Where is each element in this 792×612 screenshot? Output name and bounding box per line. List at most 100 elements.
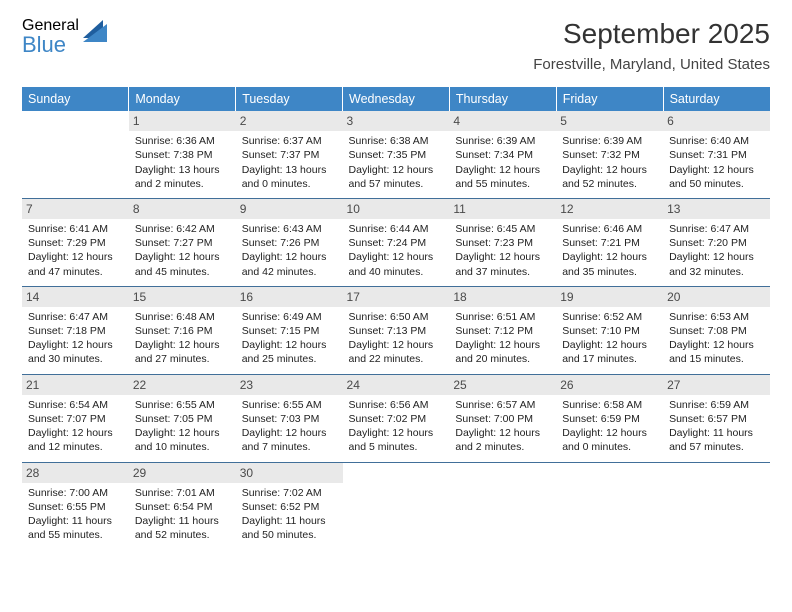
calendar-cell: . (449, 462, 556, 549)
calendar-cell: 25Sunrise: 6:57 AMSunset: 7:00 PMDayligh… (449, 374, 556, 462)
daylight-line: and 27 minutes. (135, 352, 230, 366)
calendar-cell: 9Sunrise: 6:43 AMSunset: 7:26 PMDaylight… (236, 198, 343, 286)
daylight-line: and 52 minutes. (562, 177, 657, 191)
day-number: 13 (663, 199, 770, 219)
sunset-line: Sunset: 7:32 PM (562, 148, 657, 162)
calendar-cell: 24Sunrise: 6:56 AMSunset: 7:02 PMDayligh… (343, 374, 450, 462)
calendar-cell: 1Sunrise: 6:36 AMSunset: 7:38 PMDaylight… (129, 111, 236, 198)
header-row: General Blue September 2025 Forestville,… (22, 18, 770, 73)
calendar-header-wednesday: Wednesday (343, 87, 450, 111)
day-number: 28 (22, 463, 129, 483)
sunrise-line: Sunrise: 6:55 AM (242, 398, 337, 412)
calendar-cell: 16Sunrise: 6:49 AMSunset: 7:15 PMDayligh… (236, 286, 343, 374)
sunrise-line: Sunrise: 6:59 AM (669, 398, 764, 412)
sunrise-line: Sunrise: 6:47 AM (669, 222, 764, 236)
daylight-line: and 15 minutes. (669, 352, 764, 366)
daylight-line: Daylight: 12 hours (28, 250, 123, 264)
daylight-line: Daylight: 12 hours (669, 163, 764, 177)
day-number: 6 (663, 111, 770, 131)
daylight-line: Daylight: 12 hours (669, 338, 764, 352)
calendar-cell: . (556, 462, 663, 549)
day-number: 9 (236, 199, 343, 219)
daylight-line: Daylight: 12 hours (349, 338, 444, 352)
sunrise-line: Sunrise: 6:39 AM (455, 134, 550, 148)
daylight-line: Daylight: 12 hours (562, 338, 657, 352)
daylight-line: Daylight: 12 hours (669, 250, 764, 264)
calendar-cell: 10Sunrise: 6:44 AMSunset: 7:24 PMDayligh… (343, 198, 450, 286)
day-number: 1 (129, 111, 236, 131)
day-number: 21 (22, 375, 129, 395)
calendar-cell: 7Sunrise: 6:41 AMSunset: 7:29 PMDaylight… (22, 198, 129, 286)
daylight-line: Daylight: 12 hours (135, 426, 230, 440)
day-number: 8 (129, 199, 236, 219)
sunset-line: Sunset: 6:55 PM (28, 500, 123, 514)
calendar-header-friday: Friday (556, 87, 663, 111)
daylight-line: and 42 minutes. (242, 265, 337, 279)
title-block: September 2025 Forestville, Maryland, Un… (533, 18, 770, 73)
calendar-header-monday: Monday (129, 87, 236, 111)
daylight-line: Daylight: 11 hours (135, 514, 230, 528)
day-number: 25 (449, 375, 556, 395)
calendar-cell: 5Sunrise: 6:39 AMSunset: 7:32 PMDaylight… (556, 111, 663, 198)
sunrise-line: Sunrise: 6:50 AM (349, 310, 444, 324)
sunrise-line: Sunrise: 6:42 AM (135, 222, 230, 236)
daylight-line: and 40 minutes. (349, 265, 444, 279)
calendar-cell: 18Sunrise: 6:51 AMSunset: 7:12 PMDayligh… (449, 286, 556, 374)
sunset-line: Sunset: 6:59 PM (562, 412, 657, 426)
daylight-line: Daylight: 13 hours (242, 163, 337, 177)
daylight-line: Daylight: 12 hours (455, 426, 550, 440)
calendar-cell: 26Sunrise: 6:58 AMSunset: 6:59 PMDayligh… (556, 374, 663, 462)
calendar-cell: 30Sunrise: 7:02 AMSunset: 6:52 PMDayligh… (236, 462, 343, 549)
daylight-line: Daylight: 12 hours (28, 338, 123, 352)
sunrise-line: Sunrise: 6:41 AM (28, 222, 123, 236)
sunset-line: Sunset: 7:07 PM (28, 412, 123, 426)
day-number: 24 (343, 375, 450, 395)
daylight-line: and 32 minutes. (669, 265, 764, 279)
daylight-line: Daylight: 12 hours (242, 338, 337, 352)
sunset-line: Sunset: 7:34 PM (455, 148, 550, 162)
daylight-line: and 7 minutes. (242, 440, 337, 454)
day-number: 27 (663, 375, 770, 395)
day-number: 10 (343, 199, 450, 219)
calendar-header-thursday: Thursday (449, 87, 556, 111)
daylight-line: Daylight: 13 hours (135, 163, 230, 177)
day-number: 4 (449, 111, 556, 131)
day-number: 26 (556, 375, 663, 395)
calendar-cell: 13Sunrise: 6:47 AMSunset: 7:20 PMDayligh… (663, 198, 770, 286)
calendar-cell: 19Sunrise: 6:52 AMSunset: 7:10 PMDayligh… (556, 286, 663, 374)
calendar-cell: 17Sunrise: 6:50 AMSunset: 7:13 PMDayligh… (343, 286, 450, 374)
daylight-line: and 17 minutes. (562, 352, 657, 366)
daylight-line: Daylight: 12 hours (135, 250, 230, 264)
calendar-week: .1Sunrise: 6:36 AMSunset: 7:38 PMDayligh… (22, 111, 770, 198)
logo-sail-icon (81, 18, 109, 54)
calendar-cell: . (22, 111, 129, 198)
sunrise-line: Sunrise: 6:44 AM (349, 222, 444, 236)
sunrise-line: Sunrise: 6:36 AM (135, 134, 230, 148)
day-number: 20 (663, 287, 770, 307)
daylight-line: Daylight: 12 hours (349, 163, 444, 177)
day-number: 12 (556, 199, 663, 219)
daylight-line: Daylight: 12 hours (455, 338, 550, 352)
sunrise-line: Sunrise: 6:37 AM (242, 134, 337, 148)
calendar-cell: 8Sunrise: 6:42 AMSunset: 7:27 PMDaylight… (129, 198, 236, 286)
daylight-line: and 2 minutes. (455, 440, 550, 454)
sunset-line: Sunset: 7:37 PM (242, 148, 337, 162)
sunset-line: Sunset: 7:18 PM (28, 324, 123, 338)
calendar-week: 21Sunrise: 6:54 AMSunset: 7:07 PMDayligh… (22, 374, 770, 462)
month-title: September 2025 (533, 18, 770, 50)
day-number: 16 (236, 287, 343, 307)
sunset-line: Sunset: 7:31 PM (669, 148, 764, 162)
daylight-line: Daylight: 12 hours (242, 426, 337, 440)
calendar-body: .1Sunrise: 6:36 AMSunset: 7:38 PMDayligh… (22, 111, 770, 549)
daylight-line: Daylight: 12 hours (562, 250, 657, 264)
sunset-line: Sunset: 7:05 PM (135, 412, 230, 426)
daylight-line: Daylight: 11 hours (242, 514, 337, 528)
calendar-header-tuesday: Tuesday (236, 87, 343, 111)
daylight-line: Daylight: 12 hours (349, 250, 444, 264)
sunrise-line: Sunrise: 6:43 AM (242, 222, 337, 236)
calendar-cell: 21Sunrise: 6:54 AMSunset: 7:07 PMDayligh… (22, 374, 129, 462)
sunset-line: Sunset: 7:16 PM (135, 324, 230, 338)
sunset-line: Sunset: 6:54 PM (135, 500, 230, 514)
calendar-cell: 14Sunrise: 6:47 AMSunset: 7:18 PMDayligh… (22, 286, 129, 374)
sunrise-line: Sunrise: 7:01 AM (135, 486, 230, 500)
